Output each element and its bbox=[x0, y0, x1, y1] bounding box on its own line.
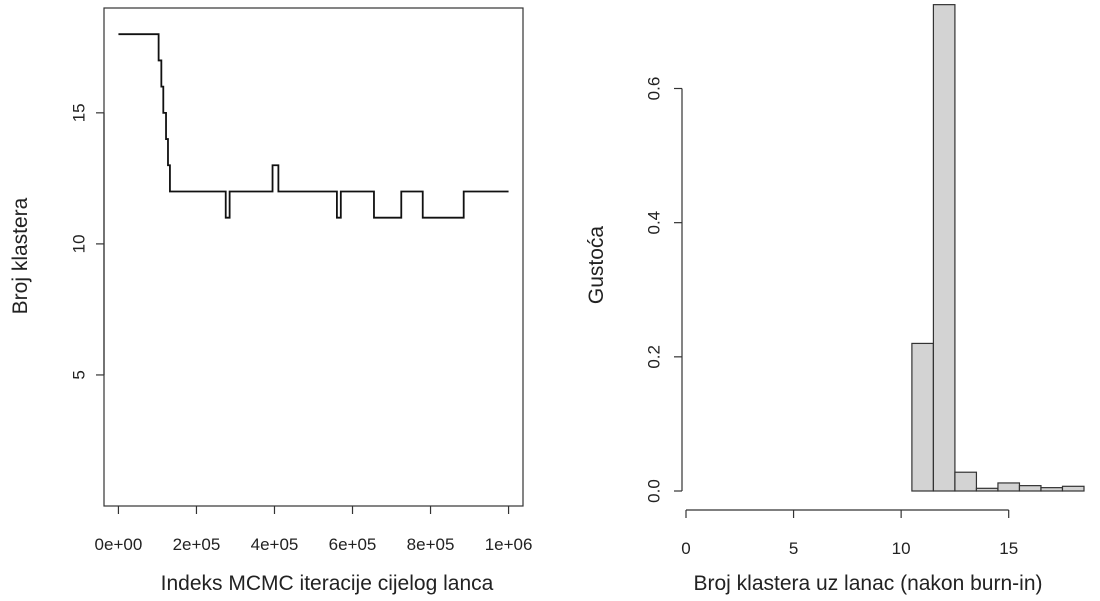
histogram-y-tick-label: 0.2 bbox=[644, 345, 663, 369]
histogram-x-tick-label: 15 bbox=[999, 539, 1018, 558]
trace-y-tick-label: 5 bbox=[69, 370, 88, 379]
trace-y-axis: 5 10 15 bbox=[69, 103, 105, 380]
histogram-y-tick-label: 0.0 bbox=[644, 479, 663, 503]
histogram-y-axis: 0.0 0.2 0.4 0.6 bbox=[644, 77, 683, 503]
histogram-bar bbox=[997, 482, 1021, 492]
trace-x-tick-label: 0e+00 bbox=[95, 535, 143, 554]
histogram-x-tick-label: 10 bbox=[892, 539, 911, 558]
trace-x-tick-label: 6e+05 bbox=[329, 535, 377, 554]
trace-x-tick-label: 4e+05 bbox=[251, 535, 299, 554]
trace-step-line bbox=[118, 33, 509, 219]
trace-y-axis-title: Broj klastera bbox=[9, 197, 32, 314]
histogram-bar bbox=[1018, 485, 1042, 492]
trace-x-axis-title: Indeks MCMC iteracije cijelog lanca bbox=[161, 572, 494, 595]
trace-x-tick-label: 8e+05 bbox=[407, 535, 455, 554]
trace-y-tick-label: 15 bbox=[69, 103, 88, 122]
histogram-bar bbox=[932, 4, 956, 492]
histogram-panel: 0.0 0.2 0.4 0.6 0 5 10 15 Broj klastera uz lan… bbox=[585, 4, 1085, 595]
trace-x-axis: 0e+00 2e+05 4e+05 6e+05 8e+05 1e+06 bbox=[95, 506, 533, 554]
trace-x-tick-label: 2e+05 bbox=[173, 535, 221, 554]
trace-plot-panel: 5 10 15 0e+00 2e+05 4e+05 6e+05 8e+05 1e+06 Ind… bbox=[9, 7, 533, 595]
histogram-bar bbox=[954, 471, 978, 492]
histogram-y-tick-label: 0.4 bbox=[644, 211, 663, 235]
histogram-bar bbox=[1040, 487, 1064, 492]
histogram-bar bbox=[975, 487, 999, 492]
histogram-x-axis: 0 5 10 15 bbox=[681, 509, 1018, 558]
trace-plot-frame bbox=[103, 7, 524, 507]
trace-y-tick-label: 10 bbox=[69, 234, 88, 253]
histogram-x-axis-title: Broj klastera uz lanac (nakon burn-in) bbox=[693, 572, 1042, 595]
histogram-bar bbox=[1061, 485, 1085, 492]
histogram-y-axis-title: Gustoća bbox=[585, 226, 608, 305]
histogram-bars bbox=[911, 4, 1085, 492]
histogram-y-tick-label: 0.6 bbox=[644, 77, 663, 101]
histogram-x-tick-label: 5 bbox=[789, 539, 798, 558]
trace-x-tick-label: 1e+06 bbox=[485, 535, 533, 554]
histogram-bar bbox=[911, 342, 935, 492]
histogram-x-tick-label: 0 bbox=[681, 539, 690, 558]
